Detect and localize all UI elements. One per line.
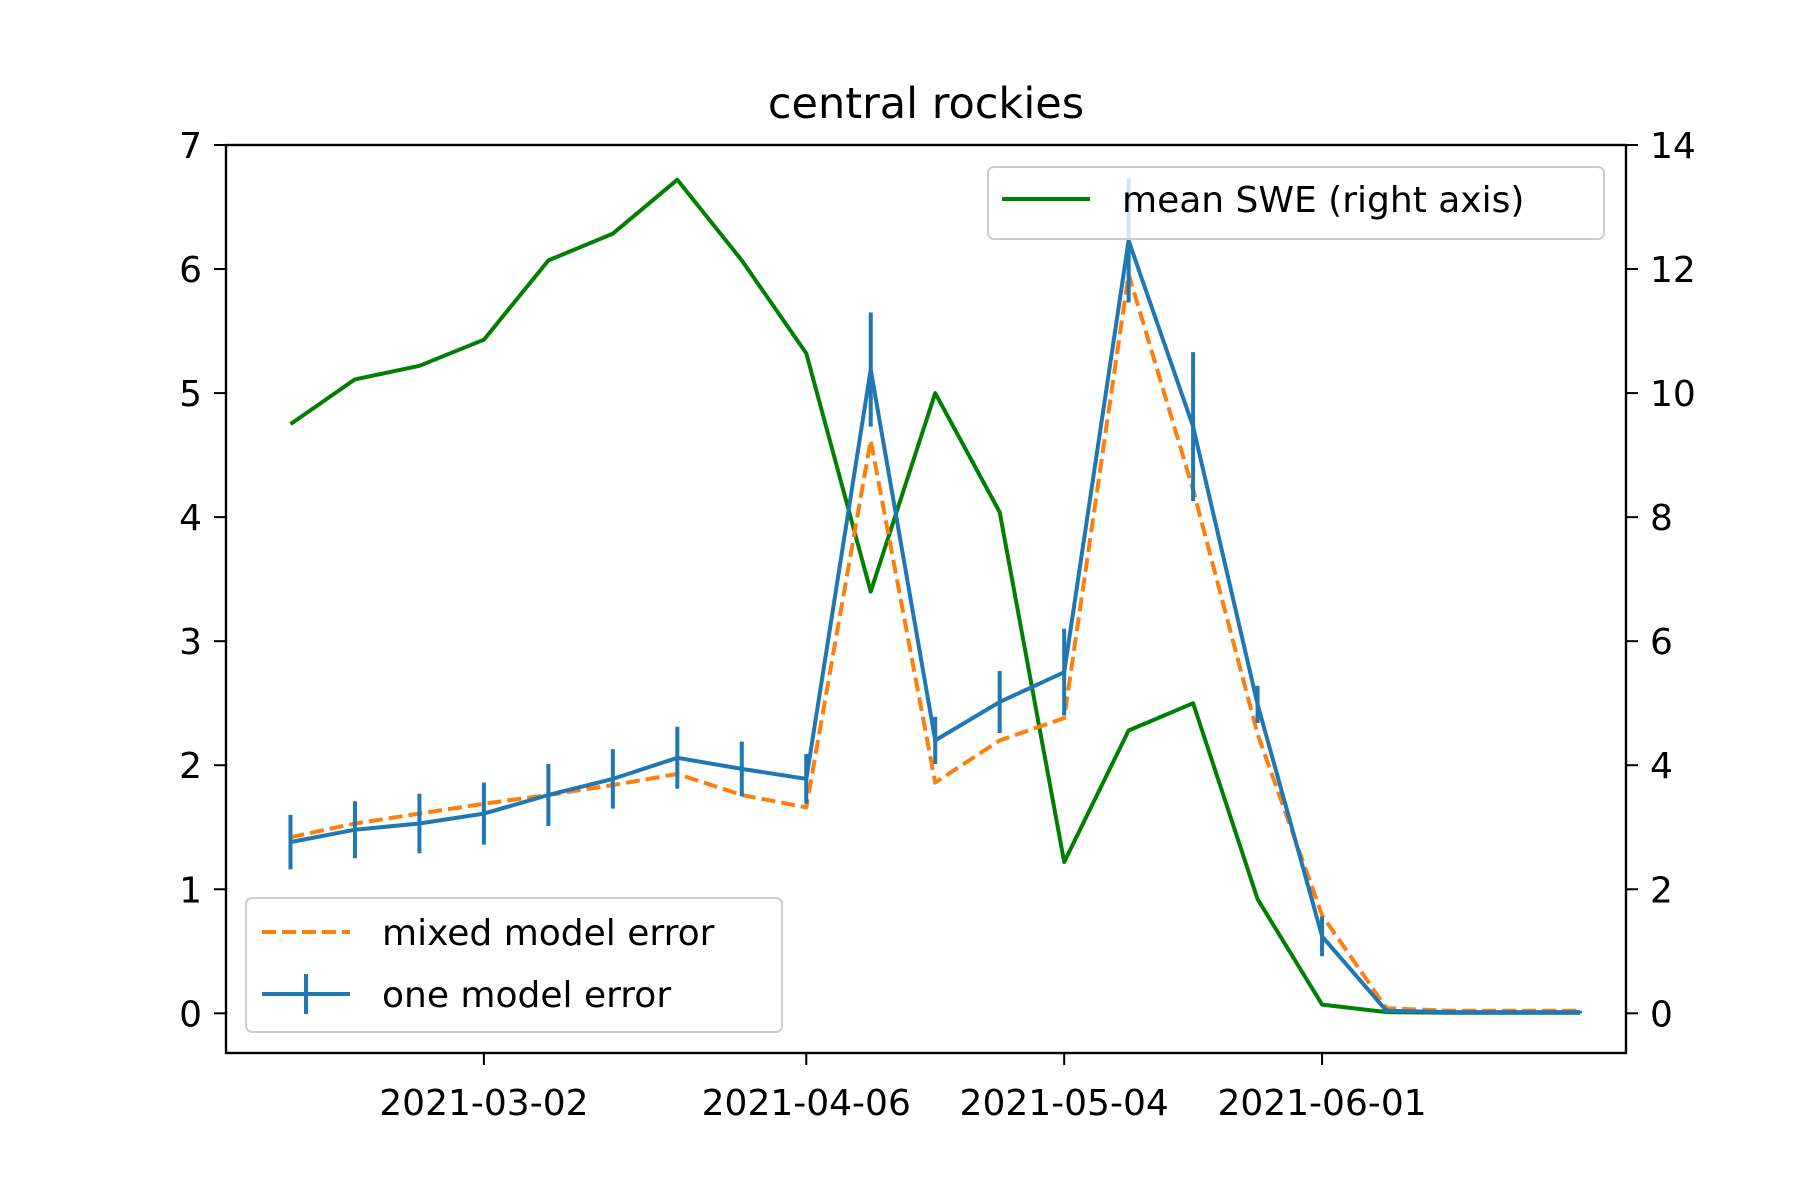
y-left-tick-label: 5 — [179, 374, 202, 415]
y-left-tick-label: 3 — [179, 622, 202, 663]
x-tick-label: 2021-04-06 — [702, 1083, 911, 1124]
legend-swe: mean SWE (right axis) — [987, 166, 1605, 240]
legend-mixed-label: mixed model error — [382, 913, 715, 954]
y-right-tick-label: 14 — [1650, 126, 1696, 167]
legend-swe-box — [987, 166, 1605, 240]
y-right-tick-label: 2 — [1650, 870, 1673, 911]
left-y-axis: 0 1 2 3 4 5 6 7 — [179, 126, 226, 1035]
y-left-tick-label: 2 — [179, 746, 202, 787]
legend-errors-box — [245, 897, 783, 1033]
y-right-tick-label: 4 — [1650, 746, 1673, 787]
y-right-tick-label: 12 — [1650, 250, 1696, 291]
series-line-mixed-model-error — [290, 272, 1580, 1013]
x-axis: 2021-03-02 2021-04-06 2021-05-04 2021-06-01 — [379, 1053, 1427, 1124]
x-tick-label: 2021-06-01 — [1217, 1083, 1426, 1124]
legend-one-label: one model error — [382, 975, 671, 1016]
legend-errors: mixed model error one model error — [245, 897, 783, 1033]
y-left-tick-label: 0 — [179, 994, 202, 1035]
y-right-tick-label: 0 — [1650, 994, 1673, 1035]
axes-frame — [224, 143, 1628, 1055]
y-left-tick-label: 7 — [179, 126, 202, 167]
series-line-mean-swe-right-axis — [289, 177, 1580, 1015]
right-y-axis: 0 2 4 6 8 10 12 14 — [1626, 126, 1696, 1035]
legend-swe-label: mean SWE (right axis) — [1122, 180, 1524, 221]
y-left-tick-label: 4 — [179, 498, 202, 539]
y-right-tick-label: 8 — [1650, 498, 1673, 539]
x-tick-label: 2021-03-02 — [379, 1083, 588, 1124]
y-right-tick-label: 6 — [1650, 622, 1673, 663]
y-right-tick-label: 10 — [1650, 374, 1696, 415]
y-left-tick-label: 6 — [179, 250, 202, 291]
y-left-tick-label: 1 — [179, 870, 202, 911]
chart-title: central rockies — [768, 79, 1084, 129]
plot-area — [288, 177, 1582, 1015]
x-tick-label: 2021-05-04 — [960, 1083, 1169, 1124]
